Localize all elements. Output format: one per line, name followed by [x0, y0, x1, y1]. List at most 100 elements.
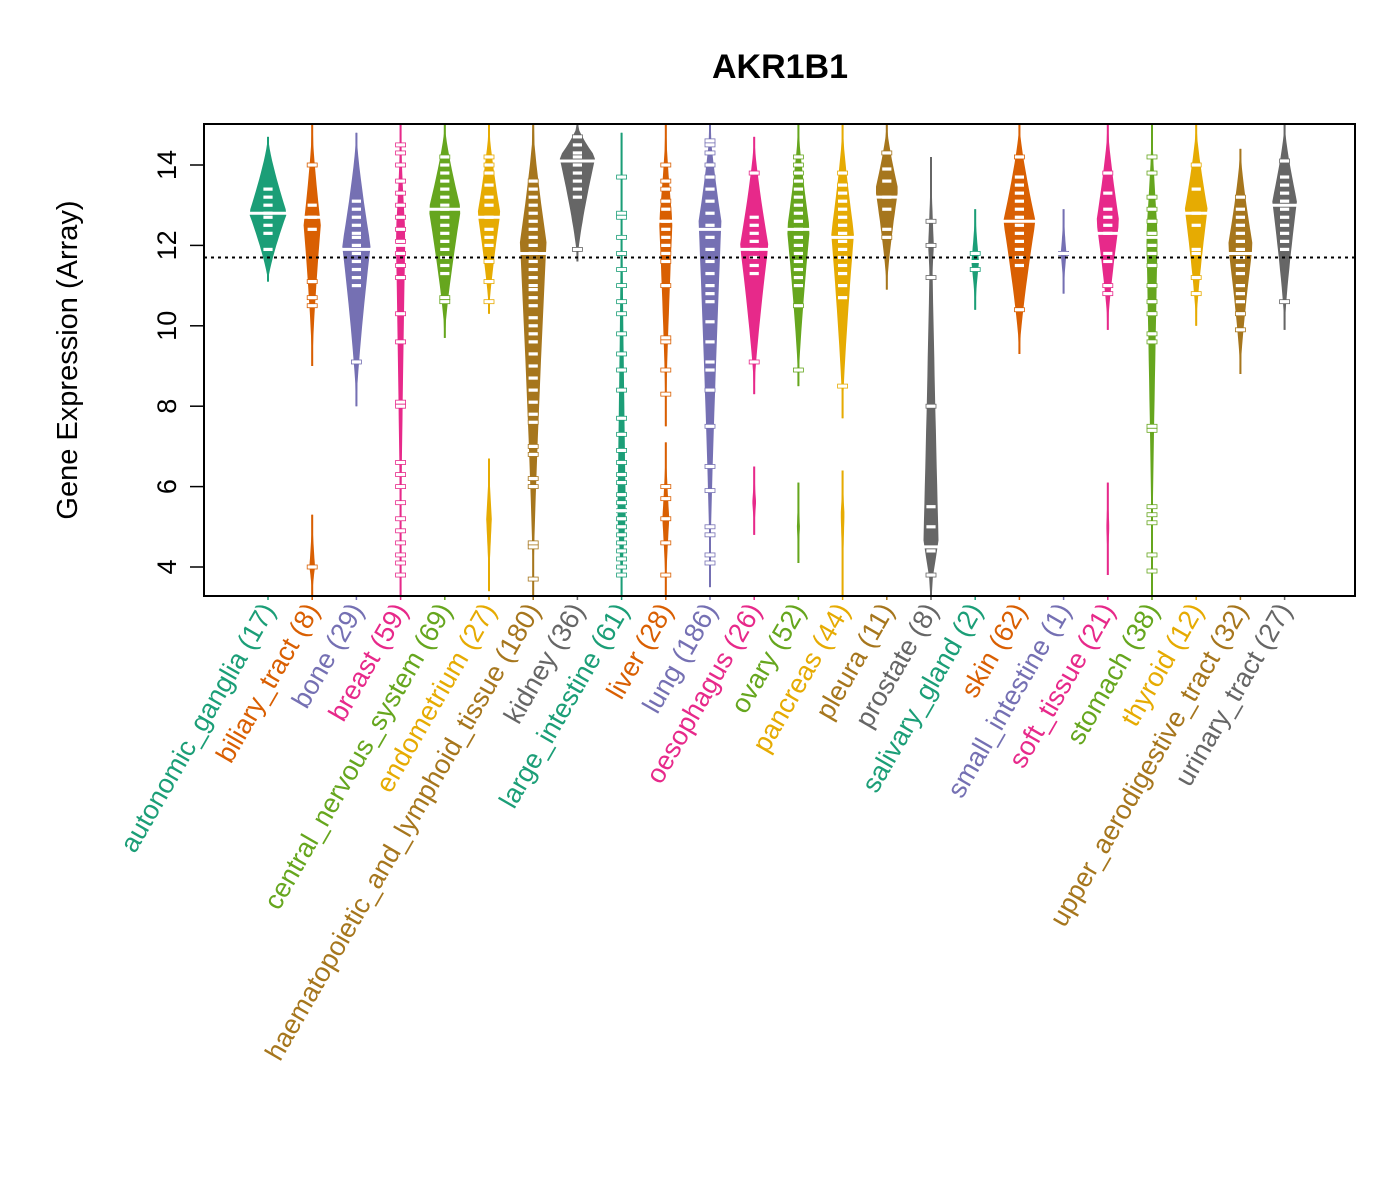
data-point [793, 170, 804, 176]
data-point [1279, 214, 1290, 220]
data-point [793, 218, 804, 224]
y-tick-label: 6 [152, 479, 182, 494]
data-point [704, 222, 716, 228]
data-point [1014, 174, 1025, 180]
data-point [793, 210, 804, 216]
data-point [572, 170, 583, 176]
violin-body [796, 482, 800, 563]
data-point [837, 247, 848, 252]
data-point [527, 202, 539, 208]
data-point [527, 363, 539, 369]
data-point [1014, 198, 1025, 204]
data-point [395, 484, 407, 490]
violin [829, 124, 856, 600]
violin-body [971, 209, 979, 310]
violin-body [519, 124, 547, 596]
data-point [616, 251, 627, 256]
violin-body [617, 132, 626, 596]
data-point [925, 403, 937, 409]
data-point [439, 170, 451, 176]
data-point [704, 150, 716, 156]
data-point [660, 186, 672, 192]
data-point [350, 230, 362, 236]
data-point [1014, 222, 1025, 228]
data-point [1102, 259, 1114, 264]
data-point [704, 234, 716, 240]
data-point [439, 263, 451, 268]
data-point [704, 210, 716, 216]
data-point [1146, 552, 1158, 558]
violin [517, 124, 549, 600]
data-point [1235, 194, 1246, 200]
data-point [616, 540, 627, 546]
data-point [439, 295, 451, 301]
data-point [527, 267, 539, 272]
data-point [837, 190, 848, 196]
data-point [793, 194, 804, 200]
data-point [793, 162, 804, 168]
data-point [748, 271, 760, 276]
violin-body [752, 466, 756, 535]
data-point [616, 524, 627, 530]
data-point [1279, 198, 1290, 204]
data-point [616, 556, 627, 562]
data-point [483, 182, 495, 188]
data-point [395, 552, 407, 558]
data-point [704, 319, 716, 325]
data-point [262, 186, 274, 192]
violin-body [698, 124, 722, 588]
data-point [704, 560, 716, 566]
data-point [616, 367, 627, 373]
data-point [660, 178, 672, 184]
data-point [704, 339, 716, 345]
data-point [616, 472, 627, 477]
data-point [395, 202, 407, 208]
data-point [306, 162, 318, 168]
data-point [1146, 427, 1158, 433]
data-point [1014, 154, 1025, 160]
data-point [350, 222, 362, 228]
data-point [527, 178, 539, 184]
data-point [1102, 206, 1114, 212]
data-point [1102, 251, 1114, 256]
data-point [306, 303, 318, 309]
violin-body [249, 136, 287, 282]
data-point [704, 488, 716, 494]
data-point [837, 198, 848, 204]
data-point [925, 275, 937, 280]
data-point [616, 283, 627, 289]
data-point [660, 572, 672, 578]
data-point [395, 560, 407, 566]
violin-body [659, 124, 673, 427]
data-point [704, 283, 716, 289]
data-point [660, 484, 672, 490]
data-point [483, 202, 495, 208]
data-point [704, 367, 716, 373]
data-point [925, 572, 937, 578]
data-point [660, 162, 672, 168]
data-point [1146, 568, 1158, 574]
data-point [395, 214, 407, 220]
data-point [1279, 222, 1290, 228]
data-point [616, 214, 627, 220]
data-point [616, 351, 627, 357]
data-point [439, 162, 451, 168]
data-point [395, 572, 407, 578]
data-point [616, 460, 627, 465]
data-point [1146, 512, 1158, 518]
data-point [350, 359, 362, 365]
data-point [616, 267, 627, 272]
data-point [527, 303, 539, 309]
violins-group [247, 124, 1299, 600]
data-point [1014, 206, 1025, 212]
data-point [483, 194, 495, 200]
data-point [262, 194, 274, 200]
data-point [616, 564, 627, 570]
data-point [483, 259, 495, 264]
data-point [395, 311, 407, 317]
data-point [1235, 291, 1246, 297]
data-point [262, 202, 274, 208]
data-point [704, 532, 716, 538]
data-point [1235, 222, 1246, 228]
data-point [925, 242, 937, 248]
